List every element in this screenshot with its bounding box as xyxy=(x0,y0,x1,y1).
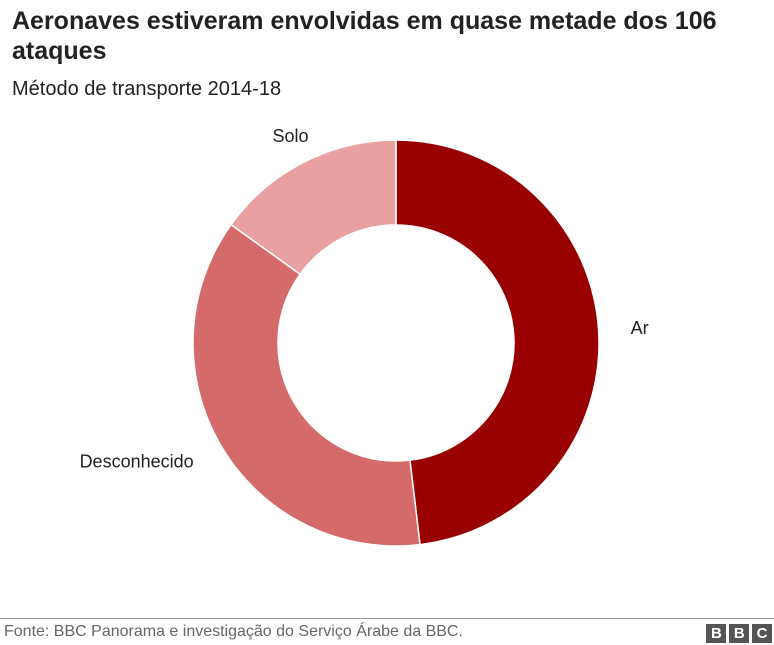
donut-slice xyxy=(230,139,397,276)
chart: Ar Desconhecido Solo xyxy=(80,126,649,547)
source: Fonte: BBC Panorama e investigação do Se… xyxy=(4,623,463,640)
logo: BBC xyxy=(706,624,772,643)
logo-box xyxy=(729,624,749,643)
slice-label: Solo xyxy=(273,126,309,146)
logo-box xyxy=(706,624,726,643)
donut-slice xyxy=(192,223,421,547)
slice-label: Ar xyxy=(631,318,649,338)
footer-rule xyxy=(0,618,774,619)
donut-slice xyxy=(395,139,600,546)
chart-subtitle: Método de transporte 2014-18 xyxy=(12,78,282,100)
slice-label: Desconhecido xyxy=(80,451,194,471)
logo-text: BBC xyxy=(711,625,774,642)
chart-title: Aeronaves estiveram envolvidas em quase … xyxy=(12,7,717,65)
logo-box xyxy=(752,624,772,643)
